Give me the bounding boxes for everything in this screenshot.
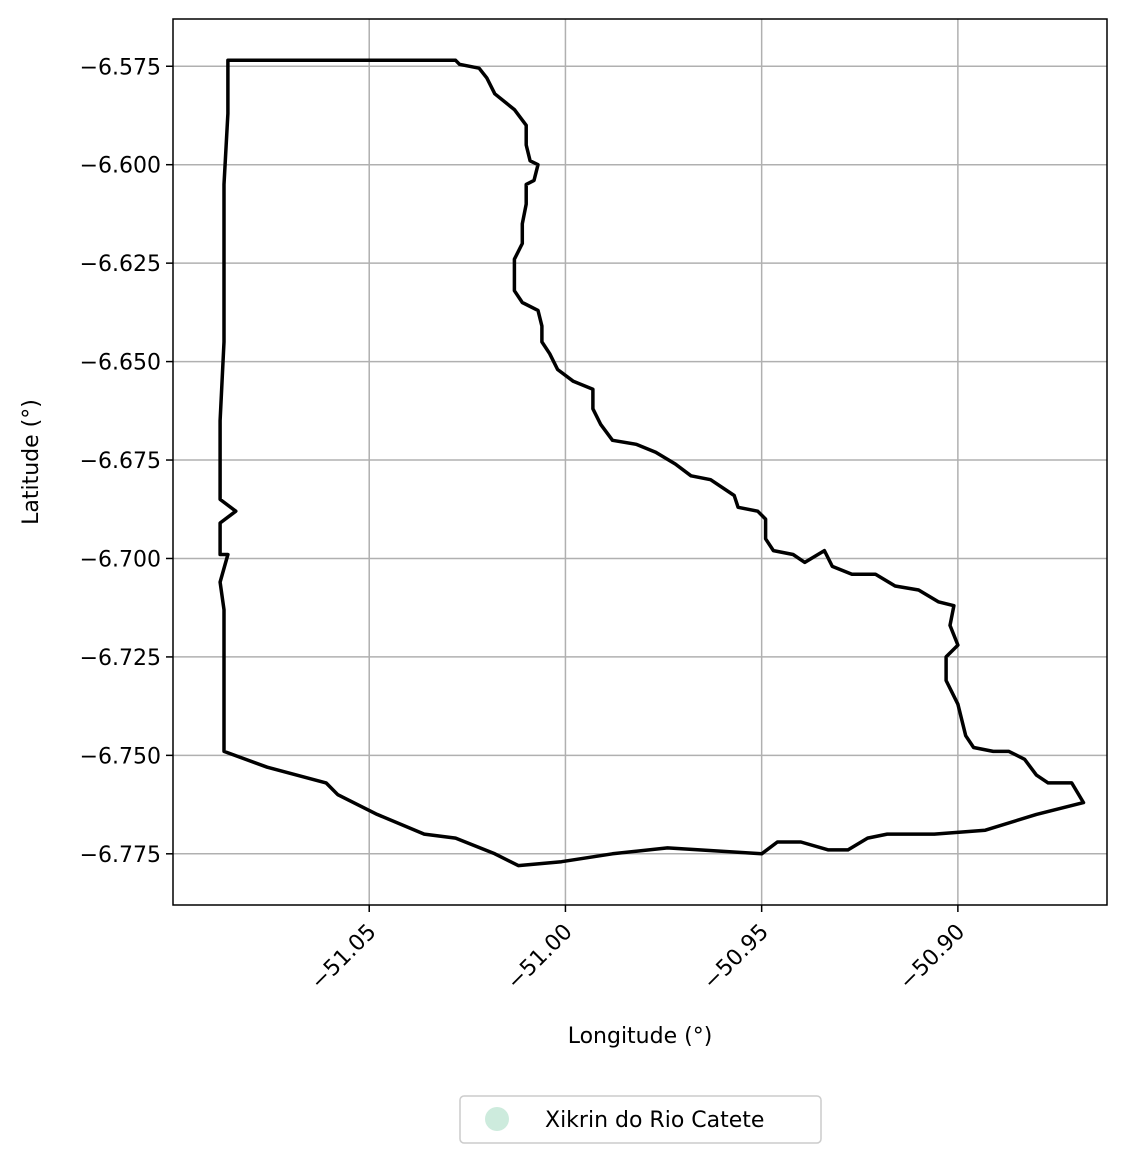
legend-marker: [485, 1107, 509, 1131]
x-axis-label: Longitude (°): [568, 1024, 713, 1049]
y-tick-label: −6.700: [80, 547, 161, 572]
gridlines: [173, 19, 1107, 905]
y-axis-ticks: −6.575 −6.600 −6.625 −6.650 −6.675 −6.700 −6.7…: [80, 55, 173, 868]
y-tick-label: −6.750: [80, 744, 161, 769]
y-tick-label: −6.725: [80, 646, 161, 671]
legend-label: Xikrin do Rio Catete: [545, 1108, 764, 1133]
legend: Xikrin do Rio Catete: [459, 1095, 822, 1144]
y-tick-label: −6.775: [80, 843, 161, 868]
territory-boundary: [218, 58, 1086, 868]
y-tick-label: −6.575: [80, 55, 161, 80]
plot-frame: [172, 18, 1108, 906]
legend-box: [459, 1095, 822, 1144]
y-axis-label: Latitude (°): [19, 399, 44, 525]
y-tick-label: −6.600: [80, 154, 161, 179]
y-tick-label: −6.675: [80, 449, 161, 474]
y-tick-label: −6.650: [80, 351, 161, 376]
y-tick-label: −6.625: [80, 252, 161, 277]
